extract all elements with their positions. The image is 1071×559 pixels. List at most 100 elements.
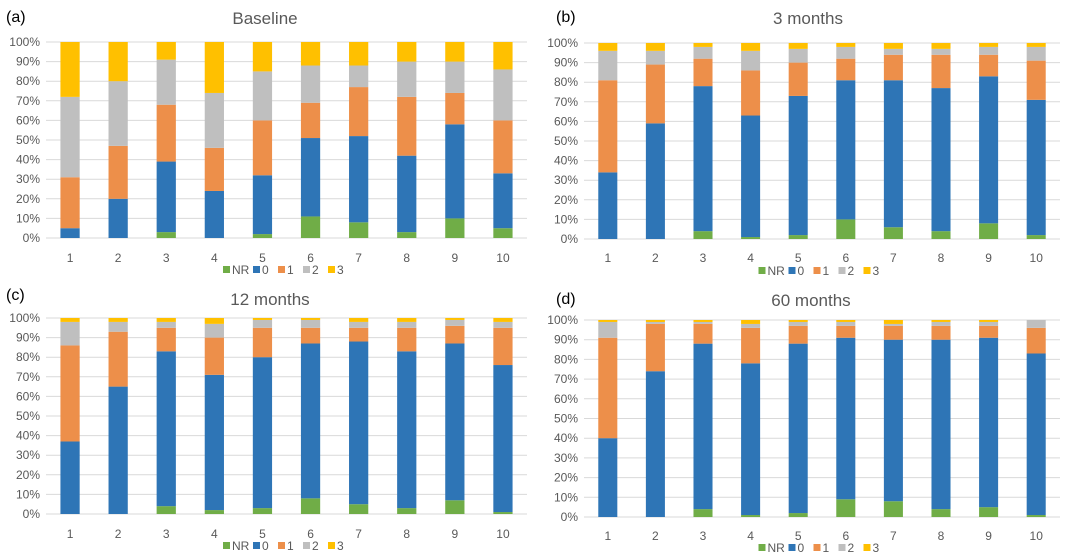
legend-label: NR	[768, 264, 786, 278]
x-tick-label: 9	[985, 251, 992, 265]
y-tick-label: 30%	[554, 173, 578, 187]
bar-segment-3	[788, 43, 808, 49]
bar-segment-3	[252, 42, 273, 72]
bar-segment-2	[204, 323, 224, 338]
bar-segment-NR	[979, 223, 999, 239]
bar-segment-1	[156, 104, 176, 162]
bar-segment-3	[445, 318, 465, 320]
x-tick-label: 4	[747, 529, 754, 543]
bar-segment-NR	[204, 510, 224, 514]
bar-segment-1	[598, 337, 618, 439]
legend: NR 0 1 2 3	[223, 263, 344, 277]
y-tick-label: 0%	[561, 510, 579, 524]
x-tick-label: 7	[890, 529, 897, 543]
y-tick-label: 80%	[16, 350, 40, 364]
bar-segment-2	[741, 50, 761, 71]
y-tick-label: 60%	[554, 114, 578, 128]
bar-segment-2	[645, 321, 665, 324]
legend-label: 3	[873, 541, 880, 555]
bar-segment-3	[931, 320, 951, 322]
bar-segment-3	[836, 320, 856, 322]
bar-segment-NR	[349, 222, 369, 238]
legend-swatch	[863, 544, 871, 551]
bar-segment-3	[1026, 43, 1046, 47]
y-tick-label: 10%	[16, 487, 40, 501]
y-tick-label: 50%	[554, 412, 578, 426]
bar-segment-NR	[979, 507, 999, 517]
bar-segment-0	[598, 438, 618, 517]
bar-segment-1	[252, 327, 273, 358]
x-tick-label: 10	[1030, 529, 1044, 543]
bar-segment-0	[493, 365, 513, 513]
y-tick-label: 90%	[16, 331, 40, 345]
bar-segment-2	[979, 46, 999, 55]
bar-segment-0	[645, 371, 665, 517]
bar-segment-NR	[788, 513, 808, 517]
x-tick-label: 5	[795, 529, 802, 543]
y-tick-label: 10%	[554, 490, 578, 504]
bar-segment-NR	[493, 512, 513, 514]
legend-swatch	[278, 266, 285, 273]
panel-label: (c)	[6, 287, 25, 304]
bar-segment-2	[931, 321, 951, 326]
bar-segment-2	[60, 96, 80, 178]
legend-label: 0	[798, 541, 805, 555]
bar-segment-3	[156, 42, 176, 60]
legend-label: 0	[262, 539, 269, 553]
bar-segment-2	[349, 65, 369, 88]
bar-segment-2	[836, 321, 856, 326]
y-tick-label: 70%	[554, 372, 578, 386]
y-tick-label: 0%	[23, 231, 41, 245]
bar-segment-2	[300, 65, 321, 103]
bar-segment-NR	[252, 508, 273, 514]
y-tick-label: 100%	[9, 35, 40, 49]
x-tick-label: 1	[604, 529, 611, 543]
bar-segment-3	[741, 43, 761, 51]
x-tick-label: 10	[496, 527, 510, 541]
y-tick-label: 50%	[16, 133, 40, 147]
legend-label: 0	[262, 263, 269, 277]
bar-segment-1	[204, 337, 224, 375]
bar-segment-3	[252, 318, 273, 320]
bar-segment-3	[979, 43, 999, 47]
bar-segment-3	[493, 42, 513, 70]
bar-segment-0	[108, 198, 128, 238]
bar-segment-3	[788, 320, 808, 322]
legend: NR 0 1 2 3	[223, 539, 344, 553]
bar-segment-0	[108, 386, 128, 514]
bar-segment-1	[493, 327, 513, 366]
bar-segment-3	[397, 42, 417, 62]
bar-segment-NR	[836, 219, 856, 239]
bar-segment-NR	[397, 232, 417, 238]
y-tick-label: 30%	[554, 451, 578, 465]
bar-segment-1	[493, 120, 513, 174]
bar-segment-NR	[788, 235, 808, 239]
x-tick-label: 4	[211, 251, 218, 265]
bar-segment-0	[252, 357, 273, 509]
y-tick-label: 100%	[547, 36, 578, 50]
bar-segment-0	[349, 136, 369, 223]
bar-segment-NR	[300, 498, 321, 514]
bar-segment-2	[156, 59, 176, 105]
bar-segment-2	[1026, 46, 1046, 61]
bar-segment-1	[252, 120, 273, 176]
legend-swatch	[838, 267, 846, 274]
bar-segment-1	[60, 177, 80, 229]
y-tick-label: 20%	[554, 193, 578, 207]
bar-segment-NR	[156, 506, 176, 514]
bar-segment-1	[445, 325, 465, 344]
bar-segment-NR	[883, 501, 903, 517]
y-tick-label: 20%	[554, 471, 578, 485]
y-tick-label: 0%	[561, 232, 579, 246]
bar-segment-3	[204, 42, 224, 93]
bar-segment-3	[693, 320, 713, 322]
legend-label: 1	[287, 539, 294, 553]
bar-segment-0	[693, 343, 713, 510]
bar-segment-0	[836, 80, 856, 220]
bar-segment-0	[979, 76, 999, 224]
bar-segment-3	[693, 43, 713, 47]
bar-segment-0	[836, 337, 856, 500]
panel-label: (b)	[556, 9, 576, 26]
bar-segment-2	[349, 321, 369, 328]
bar-segment-NR	[931, 231, 951, 239]
